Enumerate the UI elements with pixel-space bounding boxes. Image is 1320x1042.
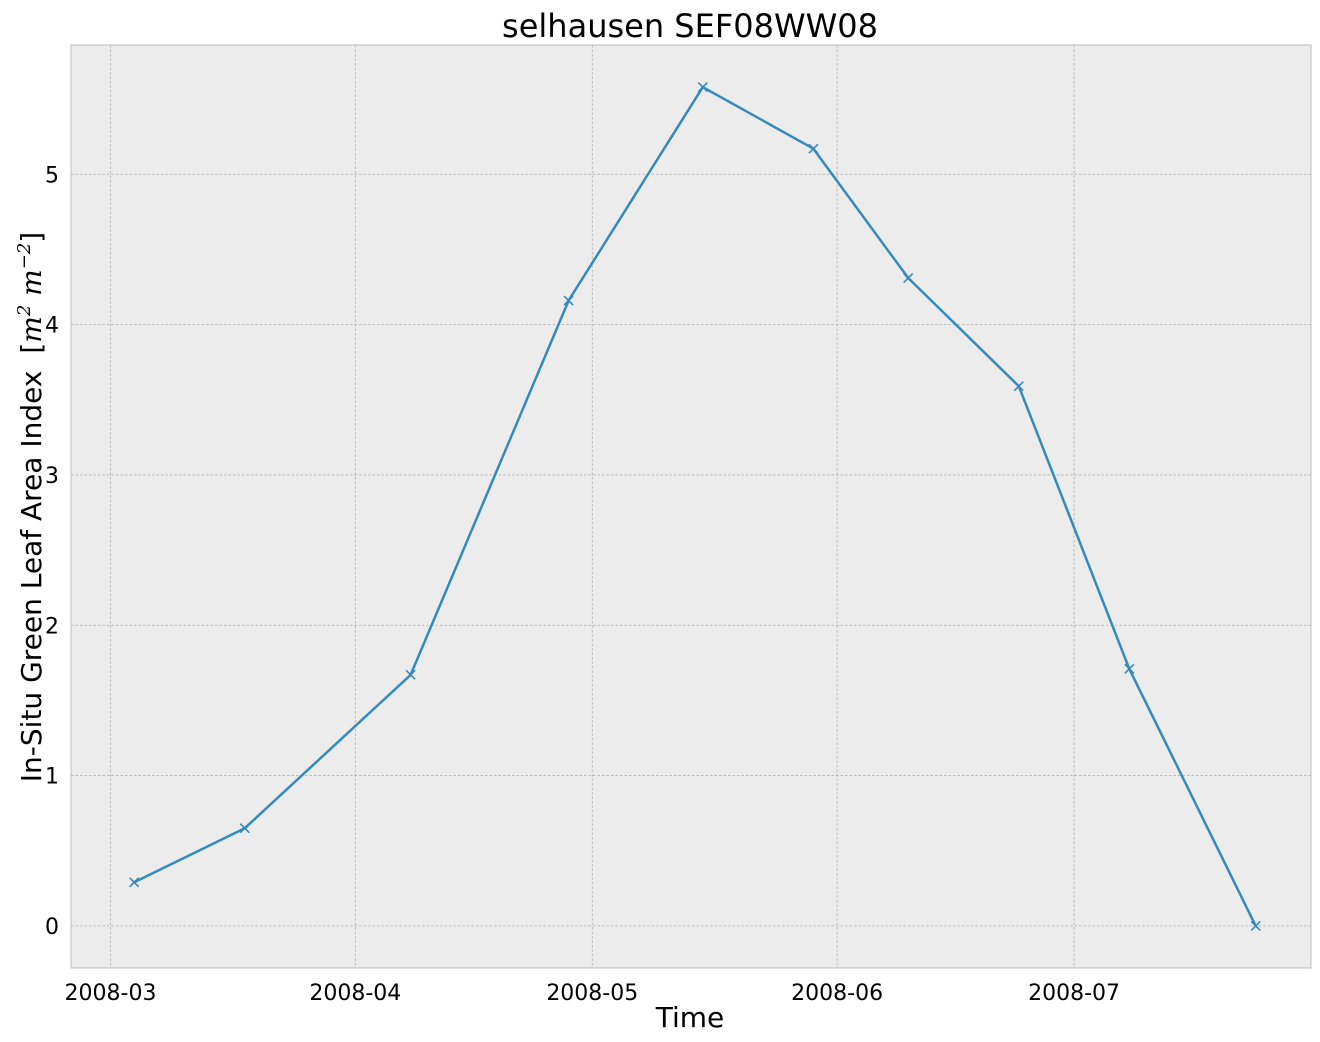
x-tick-label: 2008-06 bbox=[791, 981, 883, 1006]
y-axis-unit-open: [ bbox=[15, 343, 48, 354]
series-line bbox=[133, 85, 1257, 927]
y-tick-label: 2 bbox=[45, 614, 59, 639]
data-point-marker bbox=[129, 877, 140, 888]
series-group bbox=[129, 82, 1261, 931]
y-axis-unit-m2: m bbox=[15, 269, 48, 304]
x-tick-label: 2008-07 bbox=[1028, 981, 1120, 1006]
grid-lines bbox=[71, 45, 1311, 968]
x-tick-label: 2008-03 bbox=[65, 981, 157, 1006]
y-axis-unit-exp2: −2 bbox=[14, 243, 35, 270]
data-point-marker bbox=[563, 295, 574, 306]
x-tick-label: 2008-05 bbox=[546, 981, 638, 1006]
y-tick-label: 3 bbox=[45, 464, 59, 489]
data-point-marker bbox=[405, 669, 416, 680]
data-point-marker bbox=[697, 82, 708, 93]
y-axis-unit-exp1: 2 bbox=[14, 305, 35, 317]
x-tick-label: 2008-04 bbox=[309, 981, 401, 1006]
data-point-marker bbox=[1013, 381, 1024, 392]
x-axis-label: Time bbox=[655, 1001, 725, 1034]
y-axis-ticks: 0 1 2 3 4 5 bbox=[45, 163, 59, 940]
y-tick-label: 1 bbox=[45, 765, 59, 790]
y-axis-unit-close: ] bbox=[15, 232, 48, 243]
y-axis-label-text: In-Situ Green Leaf Area Index bbox=[15, 371, 48, 783]
y-tick-label: 4 bbox=[45, 314, 59, 339]
y-tick-label: 0 bbox=[45, 915, 59, 940]
data-point-marker bbox=[1250, 920, 1261, 931]
plot-background bbox=[70, 44, 1312, 969]
y-axis-unit-m1: m bbox=[15, 316, 48, 343]
data-point-marker bbox=[808, 143, 819, 154]
x-axis-ticks: 2008-03 2008-04 2008-05 2008-06 2008-07 bbox=[65, 981, 1120, 1006]
data-point-marker bbox=[239, 823, 250, 834]
data-point-marker bbox=[903, 272, 914, 284]
chart-title: selhausen SEF08WW08 bbox=[502, 7, 878, 45]
y-tick-label: 5 bbox=[45, 163, 59, 188]
y-axis-label: In-Situ Green Leaf Area Index [m2 m−2] bbox=[14, 232, 48, 782]
data-point-marker bbox=[1124, 663, 1135, 674]
